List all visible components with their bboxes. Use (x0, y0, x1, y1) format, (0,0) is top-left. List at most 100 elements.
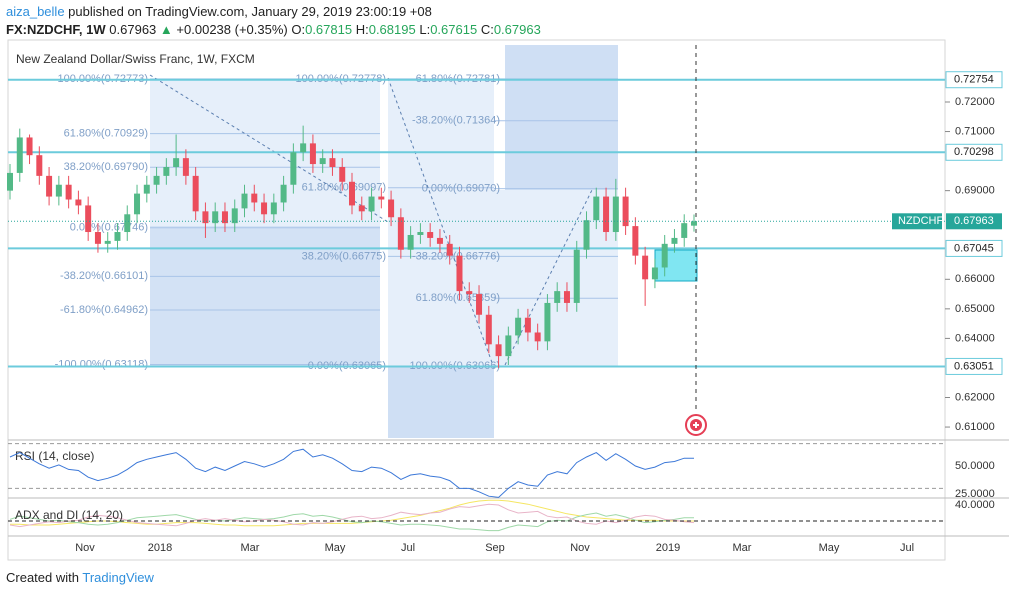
candle-body (573, 249, 580, 303)
fib-label: 61.80%(0.65359) (416, 292, 500, 304)
fib-label: 0.00%(0.69070) (422, 182, 500, 194)
candle-body (251, 193, 258, 203)
alert-plus (693, 422, 699, 428)
candle-body (632, 226, 639, 256)
price-label: 0.70298 (954, 146, 994, 158)
fib-label: -100.00%(0.63118) (55, 358, 148, 370)
y-tick-label: 0.72000 (955, 96, 995, 108)
ohlc-value: 0.68195 (368, 22, 416, 37)
candle-body (349, 181, 355, 206)
candle-body (270, 202, 277, 215)
candle-body (583, 220, 590, 250)
candle-body (642, 255, 649, 280)
adx-tick-label: 40.0000 (955, 499, 995, 511)
candle-body (407, 234, 414, 250)
x-tick-label: Nov (75, 542, 95, 554)
candle-body (182, 158, 189, 176)
ohlc-key: H: (355, 22, 369, 37)
candle-body (691, 221, 697, 226)
candle-body (622, 196, 629, 227)
candle-body (378, 196, 385, 200)
last: 0.67963 (109, 22, 157, 37)
price-label: 0.63051 (954, 360, 994, 372)
candle-body (16, 137, 23, 173)
candle-body (85, 205, 92, 233)
candle-body (681, 223, 688, 238)
candle-body (417, 232, 424, 235)
candle-body (476, 294, 483, 315)
last-name-box (892, 213, 942, 230)
fib-zone (494, 190, 618, 367)
candle-body (26, 137, 33, 156)
candle-body (466, 291, 473, 295)
price-box (945, 143, 1003, 161)
brand[interactable]: TradingView (82, 570, 154, 585)
candle-body (173, 158, 180, 168)
candle-body (427, 232, 434, 238)
indicator-line (9, 512, 694, 532)
ohlc-value: 0.67615 (430, 22, 478, 37)
ohlc: O:0.67815 H:0.68195 L:0.67615 C:0.67963 (291, 22, 540, 37)
candle-body (192, 175, 199, 212)
fib-zone (388, 366, 494, 438)
fib-label: -38.20%(0.66776) (412, 250, 500, 262)
candle-body (524, 317, 531, 333)
rsi-title: RSI (14, close) (15, 449, 94, 463)
rsi-tick-label: 25.0000 (955, 488, 995, 500)
trend-dash (504, 189, 593, 366)
adx-title: ADX and DI (14, 20) (15, 508, 123, 522)
x-tick-label: 2019 (656, 542, 680, 554)
candle-body (563, 291, 570, 303)
candle-body (300, 143, 307, 153)
last-name: NZDCHF (898, 215, 943, 227)
y-tick-label: 0.71000 (955, 125, 995, 137)
x-tick-label: May (819, 542, 840, 554)
y-tick-label: 0.61000 (955, 421, 995, 433)
symbol: FX:NZDCHF, 1W (6, 22, 106, 37)
candle-body (358, 205, 365, 212)
ohlc-value: 0.67815 (305, 22, 353, 37)
fib-label: 0.00%(0.67746) (70, 222, 148, 234)
y-tick-label: 0.65000 (955, 303, 995, 315)
candle-body (65, 184, 72, 200)
candle-body (505, 335, 512, 357)
x-tick-label: 2018 (148, 542, 172, 554)
candle-body (593, 196, 600, 221)
author[interactable]: aiza_belle (6, 4, 65, 19)
candle-body (94, 232, 101, 244)
last-price-label: 0.67963 (954, 215, 994, 227)
candle-body (554, 291, 561, 303)
candle-body (280, 184, 287, 203)
x-tick-label: Mar (733, 542, 752, 554)
ohlc-key: O: (291, 22, 306, 37)
candle-body (485, 314, 492, 345)
candle-body (153, 175, 160, 185)
candle-body (339, 167, 346, 182)
price-label: 0.72754 (954, 74, 994, 86)
candle-body (7, 172, 13, 191)
indicator-line (9, 503, 695, 528)
candle-body (46, 175, 53, 197)
price-box (945, 239, 1003, 257)
candle-body (603, 196, 610, 233)
candle-body (319, 158, 326, 165)
fib-zone (505, 45, 618, 190)
x-tick-label: Sep (485, 542, 505, 554)
candle-body (212, 211, 219, 224)
candle-body (544, 302, 551, 342)
x-tick-label: Nov (570, 542, 590, 554)
price-label: 0.67045 (954, 242, 994, 254)
x-tick-label: Jul (401, 542, 415, 554)
trend-dash (149, 74, 389, 223)
candle-body (388, 199, 395, 218)
ohlc-value: 0.67963 (493, 22, 541, 37)
created: Created with (6, 570, 79, 585)
candle-body (143, 184, 150, 194)
candle-body (671, 237, 678, 244)
indicator-line (9, 448, 694, 498)
fib-label: -61.80%(0.64962) (60, 304, 148, 316)
candle-body (124, 214, 131, 233)
candle-body (202, 211, 209, 224)
